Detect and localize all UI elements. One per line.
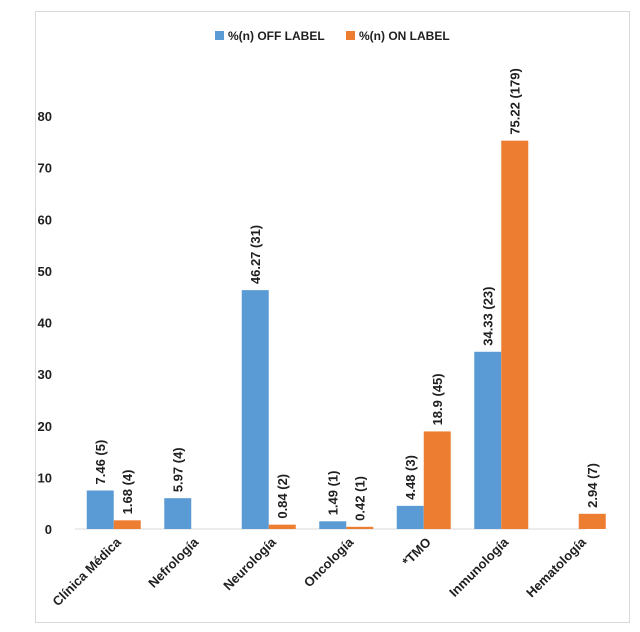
bar-off-label xyxy=(474,351,502,529)
data-label: 46.27 (31) xyxy=(248,225,263,284)
y-tick-label: 80 xyxy=(38,109,52,124)
data-label: 5.97 (4) xyxy=(171,447,186,492)
bar-on-label xyxy=(501,140,529,529)
data-label: 7.46 (5) xyxy=(93,440,108,485)
bar-off-label xyxy=(241,290,269,529)
x-tick-label: Oncología xyxy=(301,534,357,590)
data-label: 75.22 (179) xyxy=(508,68,523,135)
y-tick-label: 50 xyxy=(38,264,52,279)
y-tick-label: 60 xyxy=(38,212,52,227)
y-tick-label: 70 xyxy=(38,161,52,176)
data-label: 4.48 (3) xyxy=(403,455,418,500)
y-tick-label: 30 xyxy=(38,367,52,382)
data-label: 1.49 (1) xyxy=(326,470,341,515)
y-tick-label: 20 xyxy=(38,419,52,434)
y-tick-label: 40 xyxy=(38,316,52,331)
data-label: 0.84 (2) xyxy=(275,474,290,519)
data-label: 2.94 (7) xyxy=(585,463,600,508)
bar-off-label xyxy=(164,498,192,529)
legend-swatch xyxy=(346,31,355,40)
x-tick-label: Inmunología xyxy=(446,534,512,600)
x-tick-label: Neurología xyxy=(220,534,279,593)
bar-on-label xyxy=(423,431,451,529)
bar-on-label xyxy=(268,524,296,529)
legend-label: %(n) ON LABEL xyxy=(359,29,450,43)
bar-off-label xyxy=(86,490,114,529)
y-tick-label: 10 xyxy=(38,470,52,485)
bar-on-label xyxy=(578,513,606,529)
bar-off-label xyxy=(319,521,347,529)
x-tick-label: Hematología xyxy=(523,534,589,600)
bar-off-label xyxy=(396,505,424,529)
x-tick-label: Clínica Médica xyxy=(49,534,124,609)
bar-on-label xyxy=(346,526,374,529)
x-tick-label: *TMO xyxy=(399,535,434,570)
bar-on-label xyxy=(113,520,141,529)
data-label: 34.33 (23) xyxy=(481,287,496,346)
data-label: 1.68 (4) xyxy=(120,470,135,515)
legend-swatch xyxy=(215,31,224,40)
data-label: 18.9 (45) xyxy=(430,373,445,425)
data-label: 0.42 (1) xyxy=(353,476,368,521)
x-tick-label: Nefrología xyxy=(145,534,202,591)
legend-label: %(n) OFF LABEL xyxy=(228,29,325,43)
y-tick-label: 0 xyxy=(45,522,52,537)
